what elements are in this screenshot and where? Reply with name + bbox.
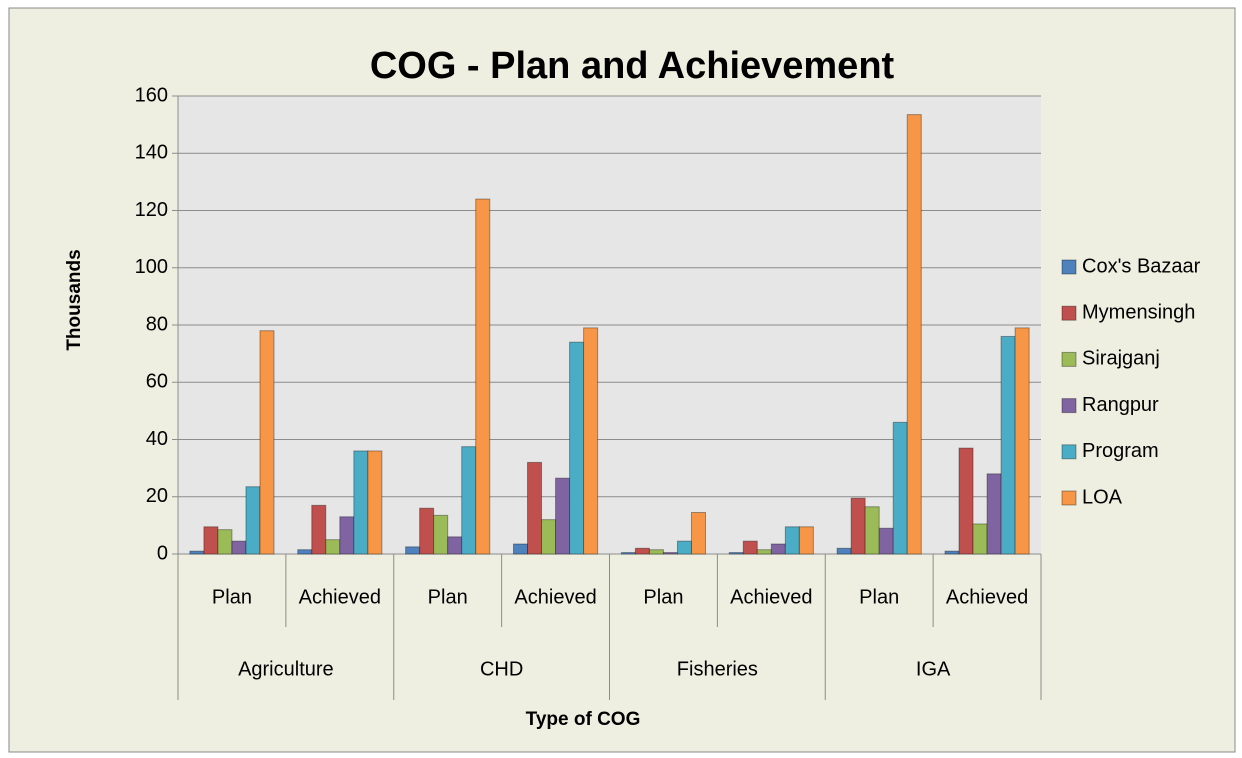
y-tick-label: 40	[146, 428, 168, 450]
y-tick-label: 60	[146, 371, 168, 393]
legend-label: Mymensingh	[1082, 301, 1195, 323]
bar	[189, 550, 205, 555]
bar	[339, 516, 355, 555]
legend-label: Sirajganj	[1082, 348, 1160, 370]
bar	[512, 543, 529, 555]
legend-swatch	[1061, 259, 1077, 275]
group-label: CHD	[480, 658, 523, 680]
x-tick-label: Achieved	[730, 586, 812, 608]
y-tick-label: 160	[135, 84, 168, 106]
bar	[541, 519, 557, 555]
bar	[798, 526, 814, 555]
bar	[325, 539, 341, 555]
bar	[986, 473, 1002, 555]
bar	[311, 504, 327, 555]
legend-swatch	[1061, 351, 1077, 367]
bar	[203, 526, 219, 555]
bar	[690, 511, 707, 555]
bar	[958, 447, 974, 555]
bar	[419, 507, 435, 555]
bar	[527, 461, 543, 555]
bar	[1000, 335, 1016, 555]
bar	[634, 547, 650, 555]
x-tick-label: Plan	[859, 586, 899, 608]
bar	[770, 543, 786, 555]
bar	[676, 540, 692, 555]
chart-title: COG - Plan and Achievement	[370, 45, 895, 87]
bar	[944, 550, 960, 555]
bar	[245, 486, 261, 555]
bar	[1014, 327, 1030, 555]
bar	[259, 330, 275, 555]
group-label: Fisheries	[677, 658, 758, 680]
y-tick-label: 20	[146, 485, 168, 507]
x-tick-label: Achieved	[946, 586, 1028, 608]
y-tick-label: 120	[135, 199, 168, 221]
legend-swatch	[1061, 444, 1077, 460]
y-tick-label: 0	[157, 542, 168, 564]
bar	[892, 421, 908, 555]
x-tick-label: Achieved	[514, 586, 596, 608]
legend-swatch	[1061, 490, 1077, 506]
bar	[353, 450, 369, 555]
bar	[878, 527, 894, 555]
y-tick-label: 80	[146, 313, 168, 335]
bar	[583, 327, 599, 555]
y-axis-label: Thousands	[64, 249, 85, 350]
legend-swatch	[1061, 398, 1077, 414]
bar	[555, 477, 571, 555]
bar	[850, 497, 866, 555]
bar	[433, 514, 449, 555]
legend-label: Cox's Bazaar	[1082, 255, 1201, 277]
group-label: Agriculture	[238, 658, 334, 680]
x-tick-label: Plan	[428, 586, 468, 608]
bar	[405, 546, 421, 555]
bar	[728, 552, 744, 555]
bar	[648, 549, 664, 555]
bar	[231, 540, 247, 555]
bar	[836, 547, 852, 555]
x-tick-label: Plan	[643, 586, 683, 608]
bar	[906, 114, 922, 555]
legend-label: Rangpur	[1082, 394, 1159, 416]
bar	[662, 552, 678, 555]
bar	[367, 450, 383, 555]
y-tick-label: 140	[135, 142, 168, 164]
x-tick-label: Achieved	[299, 586, 381, 608]
bar	[297, 549, 313, 555]
legend-label: Program	[1082, 440, 1159, 462]
bar	[742, 540, 758, 555]
bar	[569, 341, 585, 555]
bar	[784, 526, 800, 555]
bar	[756, 549, 772, 555]
bar	[475, 198, 491, 555]
x-axis-label: Type of COG	[526, 709, 641, 730]
group-label: IGA	[916, 658, 951, 680]
legend-swatch	[1061, 305, 1077, 321]
bar	[972, 523, 988, 555]
legend-label: LOA	[1082, 486, 1123, 508]
bar	[620, 552, 636, 555]
bar	[461, 446, 477, 555]
bar	[864, 506, 880, 555]
x-tick-label: Plan	[212, 586, 252, 608]
bar	[447, 536, 463, 555]
bar	[217, 529, 233, 555]
y-tick-label: 100	[135, 256, 168, 278]
